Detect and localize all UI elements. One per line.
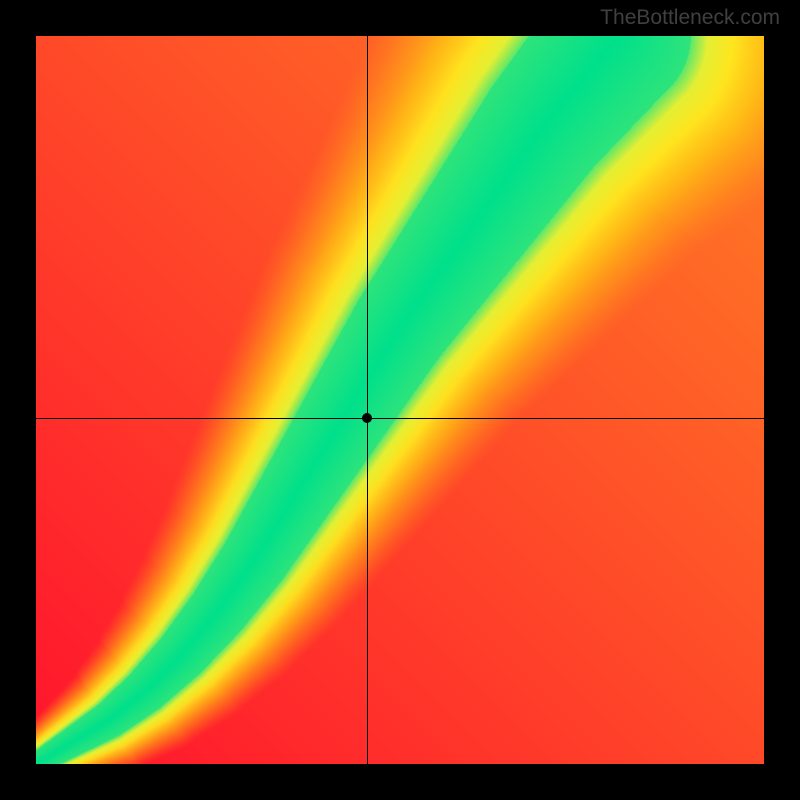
heatmap-canvas [36, 36, 764, 764]
crosshair-horizontal [36, 418, 764, 419]
plot-area [36, 36, 764, 764]
marker-dot [362, 413, 372, 423]
watermark-text: TheBottleneck.com [600, 6, 780, 30]
crosshair-vertical [367, 36, 368, 764]
